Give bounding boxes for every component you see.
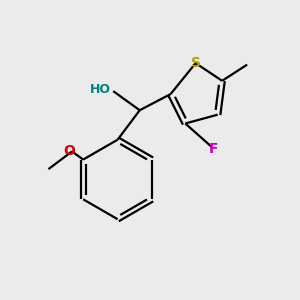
Text: O: O	[63, 144, 75, 158]
Text: HO: HO	[90, 83, 111, 96]
Text: F: F	[208, 142, 218, 155]
Text: S: S	[190, 56, 201, 70]
